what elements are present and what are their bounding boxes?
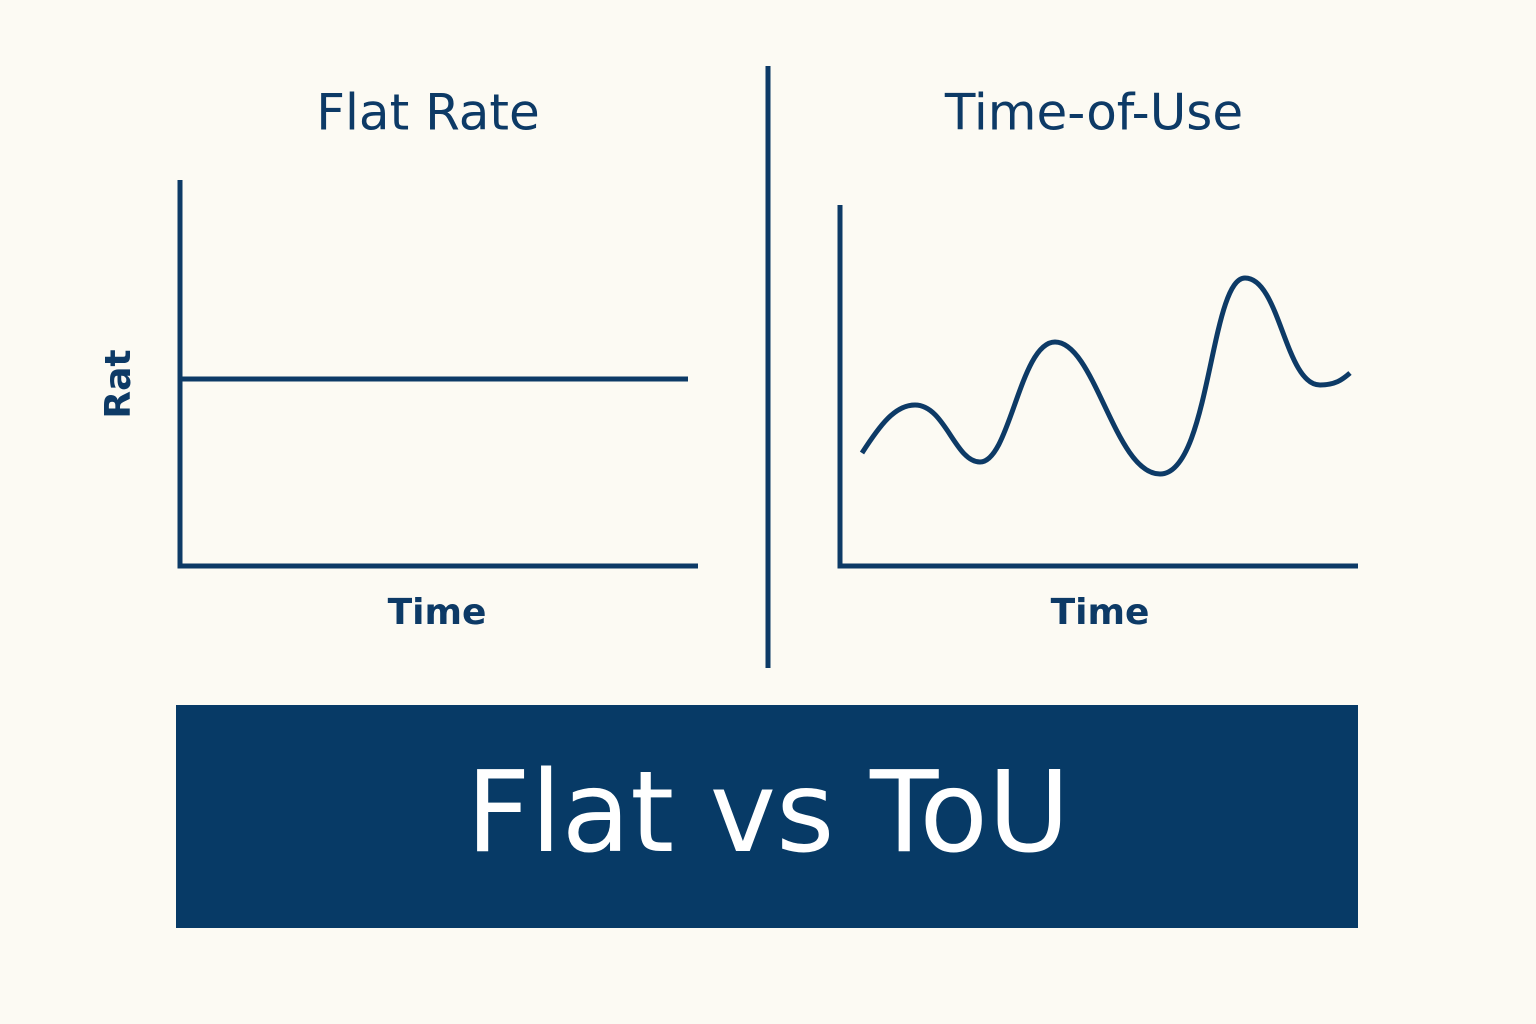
panel-title: Time-of-Use	[944, 84, 1243, 142]
x-axis-label: Time	[388, 592, 487, 633]
banner	[176, 705, 1358, 928]
x-axis-label: Time	[1051, 592, 1150, 633]
y-axis-label: Rat	[98, 349, 139, 418]
axes	[177, 180, 698, 569]
tou-curve	[859, 275, 1352, 477]
banner-text: Flat vs ToU	[466, 748, 1070, 878]
panel-title: Flat Rate	[316, 84, 539, 142]
axes	[837, 205, 1358, 569]
